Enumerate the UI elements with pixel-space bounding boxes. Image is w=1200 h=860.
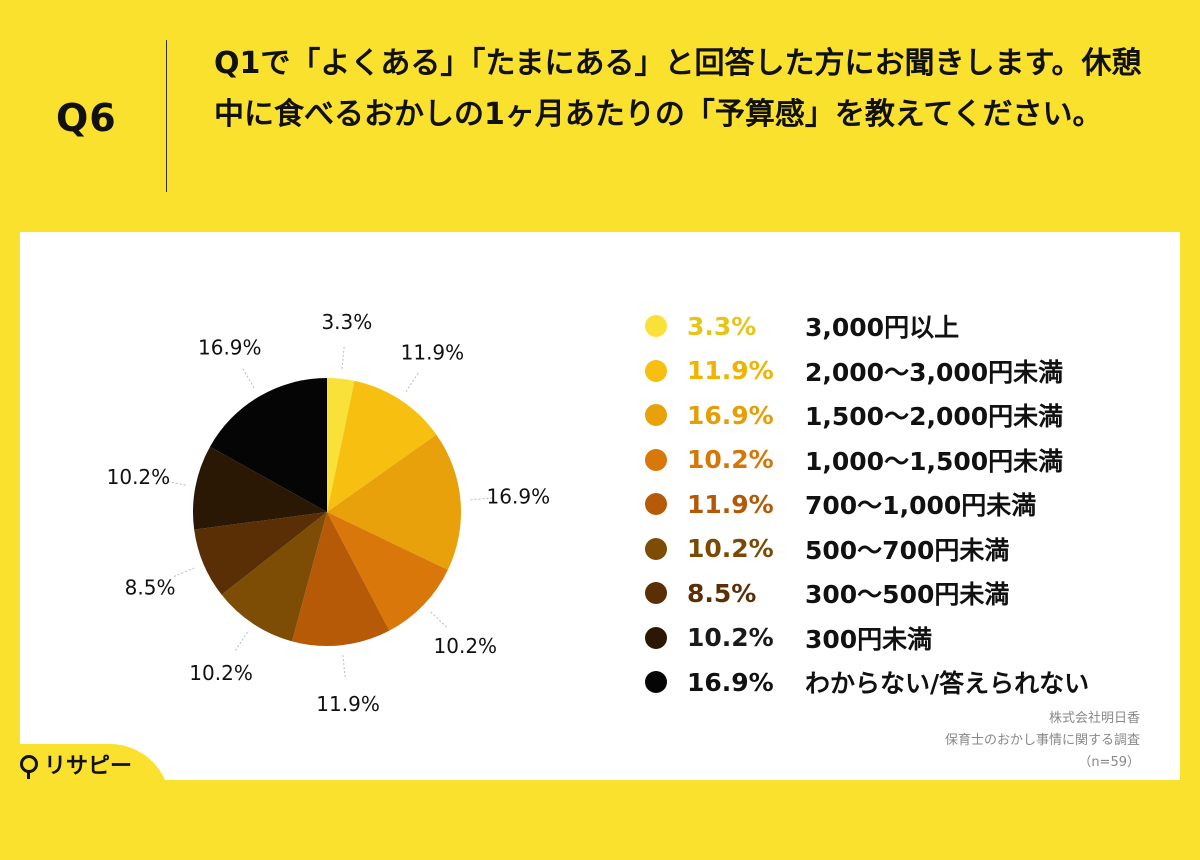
source-survey: 保育士のおかし事情に関する調査 — [944, 733, 1140, 748]
legend-label: 700〜1,000円未満 — [805, 491, 1037, 521]
legend-label: 1,500〜2,000円未満 — [805, 402, 1064, 432]
question-number: Q6 — [56, 96, 117, 140]
pie-slice — [194, 512, 327, 595]
data-label: 16.9% — [487, 485, 551, 509]
source-company: 株式会社明日香 — [1048, 711, 1140, 726]
legend-item: 16.9% わからない/答えられない — [645, 660, 1089, 705]
label-leader — [173, 567, 195, 577]
data-label: 3.3% — [321, 310, 372, 334]
legend-swatch — [645, 359, 667, 382]
legend-percent: 3.3% — [687, 311, 757, 341]
pie-slice — [221, 512, 327, 642]
legend-swatch — [645, 537, 667, 560]
source-note: 株式会社明日香 保育士のおかし事情に関する調査 （n=59） — [945, 708, 1140, 774]
legend-percent: 8.5% — [687, 578, 757, 608]
legend-percent: 10.2% — [687, 445, 774, 475]
label-leader — [235, 631, 248, 651]
logo-text: リサピー — [44, 754, 133, 779]
legend-swatch — [645, 448, 667, 471]
pie-chart: 3.3% 11.9% 16.9% 10.2% 11.9% 10.2% 8.5% 10.2% 16… — [107, 310, 551, 716]
label-leader — [341, 346, 345, 369]
legend-item: 10.2% 300円未満 — [645, 616, 1089, 661]
brand-logo: リサピー — [20, 748, 132, 780]
label-leader — [242, 368, 255, 389]
legend-percent: 11.9% — [687, 489, 774, 519]
chart-card: 3.3% 11.9% 16.9% 10.2% 11.9% 10.2% 8.5% 10.2% 16… — [20, 232, 1180, 780]
legend-item: 16.9% 1,500〜2,000円未満 — [645, 393, 1089, 438]
pie-slice — [327, 434, 461, 570]
data-label: 11.9% — [401, 341, 465, 365]
pie-slice — [327, 512, 448, 631]
legend-label: 1,000〜1,500円未満 — [805, 446, 1064, 476]
pie-slice — [209, 378, 327, 512]
legend-percent: 16.9% — [687, 667, 774, 697]
legend-swatch — [645, 626, 667, 649]
data-label: 11.9% — [316, 692, 380, 716]
legend-label: 2,000〜3,000円未満 — [805, 357, 1064, 387]
data-label: 10.2% — [107, 465, 171, 489]
legend-item: 10.2% 1,000〜1,500円未満 — [645, 438, 1089, 483]
data-label: 16.9% — [198, 335, 262, 359]
legend-label: 300円未満 — [805, 624, 933, 654]
legend-percent: 10.2% — [687, 534, 774, 564]
legend-swatch — [645, 671, 667, 694]
question-text: Q1で「よくある」「たまにある」と回答した方にお聞きします。休憩中に食べるおかし… — [214, 46, 1142, 132]
pie-slice — [292, 512, 390, 646]
pie-slice — [327, 378, 355, 512]
legend-item: 11.9% 700〜1,000円未満 — [645, 482, 1089, 527]
label-leader — [405, 372, 419, 392]
label-leader — [342, 655, 346, 678]
legend-swatch — [645, 493, 667, 516]
question-divider — [166, 40, 167, 192]
source-sample: （n=59） — [1078, 755, 1140, 770]
legend-item: 10.2% 500〜700円未満 — [645, 527, 1089, 572]
legend-label: 3,000円以上 — [805, 313, 960, 343]
data-label: 8.5% — [125, 576, 176, 600]
pie-slice — [327, 380, 437, 512]
legend-swatch — [645, 315, 667, 338]
legend-item: 3.3% 3,000円以上 — [645, 304, 1089, 349]
data-label: 10.2% — [189, 661, 253, 685]
legend-swatch — [645, 404, 667, 427]
legend-label: わからない/答えられない — [805, 669, 1090, 699]
legend-label: 300〜500円未満 — [805, 580, 1010, 610]
legend-percent: 11.9% — [687, 356, 774, 386]
legend-label: 500〜700円未満 — [805, 535, 1010, 565]
legend-item: 11.9% 2,000〜3,000円未満 — [645, 349, 1089, 394]
chart-legend: 3.3% 3,000円以上 11.9% 2,000〜3,000円未満 16.9% 1,50… — [645, 304, 1089, 705]
label-leader — [430, 611, 447, 628]
legend-percent: 10.2% — [687, 623, 774, 653]
data-label: 10.2% — [434, 634, 498, 658]
pin-icon — [20, 755, 38, 779]
legend-item: 8.5% 300〜500円未満 — [645, 571, 1089, 616]
legend-swatch — [645, 582, 667, 605]
legend-percent: 16.9% — [687, 400, 774, 430]
pie-slice — [193, 446, 327, 530]
